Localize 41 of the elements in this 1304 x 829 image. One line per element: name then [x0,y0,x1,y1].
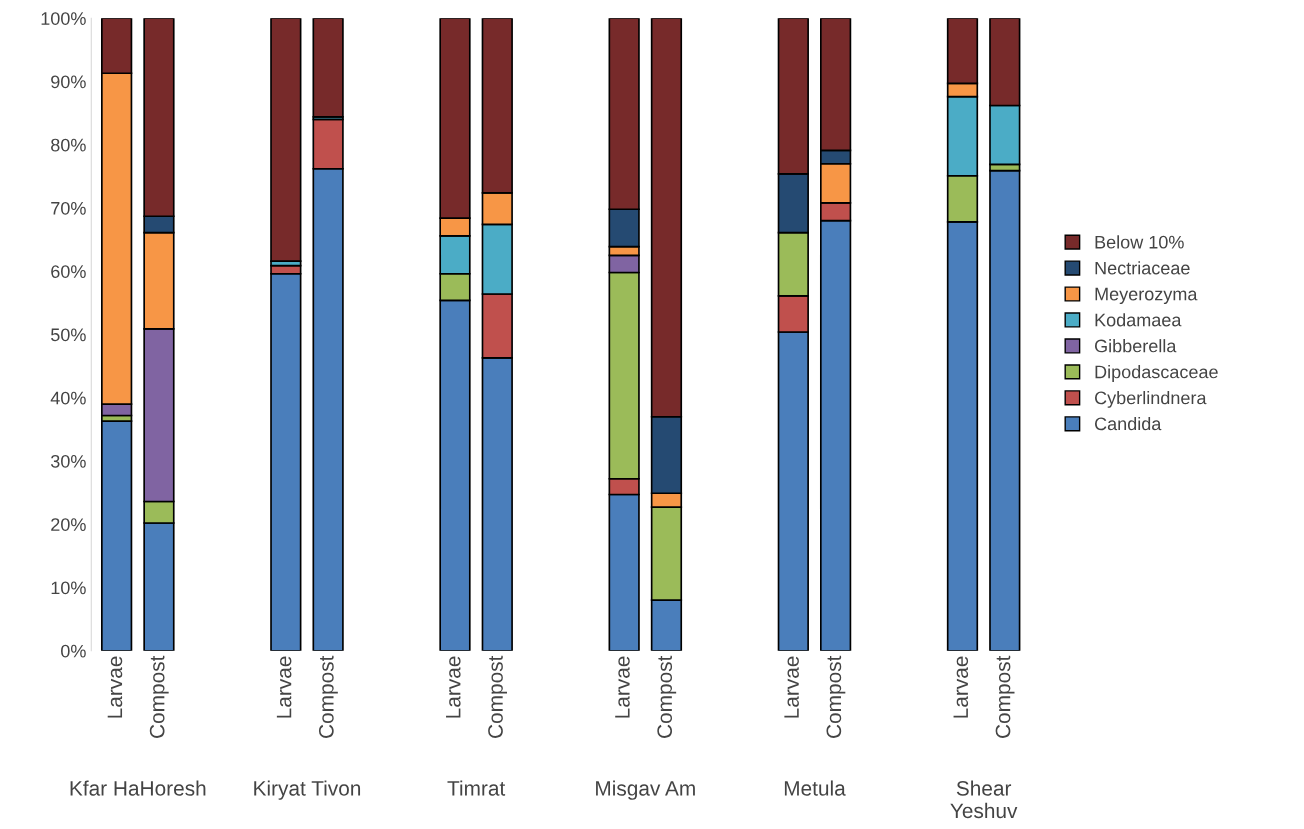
x-tick-label: Compost [826,655,846,738]
y-tick-label: 90% [51,75,86,89]
y-tick-label: 80% [51,138,86,152]
y-tick-label: 20% [51,518,86,531]
y-tick-label: 40% [50,391,86,405]
legend-label: Kodamaea [1095,313,1182,327]
x-tick-label: Compost [488,655,507,738]
text: Shear Yeshuv [950,780,1018,819]
x-tick-label: Larvae [446,656,461,718]
legend-label: Cyberlindnera [1094,391,1207,408]
text: Misgav Am [596,780,695,800]
x-tick-label: Larvae [276,656,292,718]
legend-label: Nectriaceae [1095,261,1190,275]
text: Metula [784,780,846,796]
y-tick-label: 100% [41,12,86,25]
legend-label: Candida [1094,416,1162,431]
bar [312,18,344,118]
x-tick-label: Compost [657,655,677,738]
text: Kfar HaHoresh [70,780,206,796]
legend-label: Below 10% [1095,235,1184,249]
legend-label: Gibberella [1094,339,1177,353]
y-tick-label: 30% [50,454,86,468]
bar [101,420,133,651]
bar [270,18,302,262]
y-tick-label: 0% [61,644,86,658]
bar [989,169,1021,651]
text: Timrat [447,780,506,796]
x-tick-label: Compost [995,655,1015,738]
legend-label: Dipodascaceae [1095,365,1218,382]
y-tick-label: 60% [51,265,86,278]
x-tick-label: Larvae [953,656,969,718]
text: Kiryat Tivon [254,780,361,800]
y-tick-label: 70% [51,201,86,215]
x-tick-label: Larvae [784,656,799,718]
x-tick-label: Larvae [107,656,123,718]
legend-label: Meyerozyma [1095,287,1198,305]
y-tick-label: 50% [51,328,86,342]
x-tick-label: Compost [149,655,169,738]
x-tick-label: Compost [318,655,338,738]
x-tick-label: Larvae [615,656,630,718]
y-tick-label: 10% [51,581,86,595]
